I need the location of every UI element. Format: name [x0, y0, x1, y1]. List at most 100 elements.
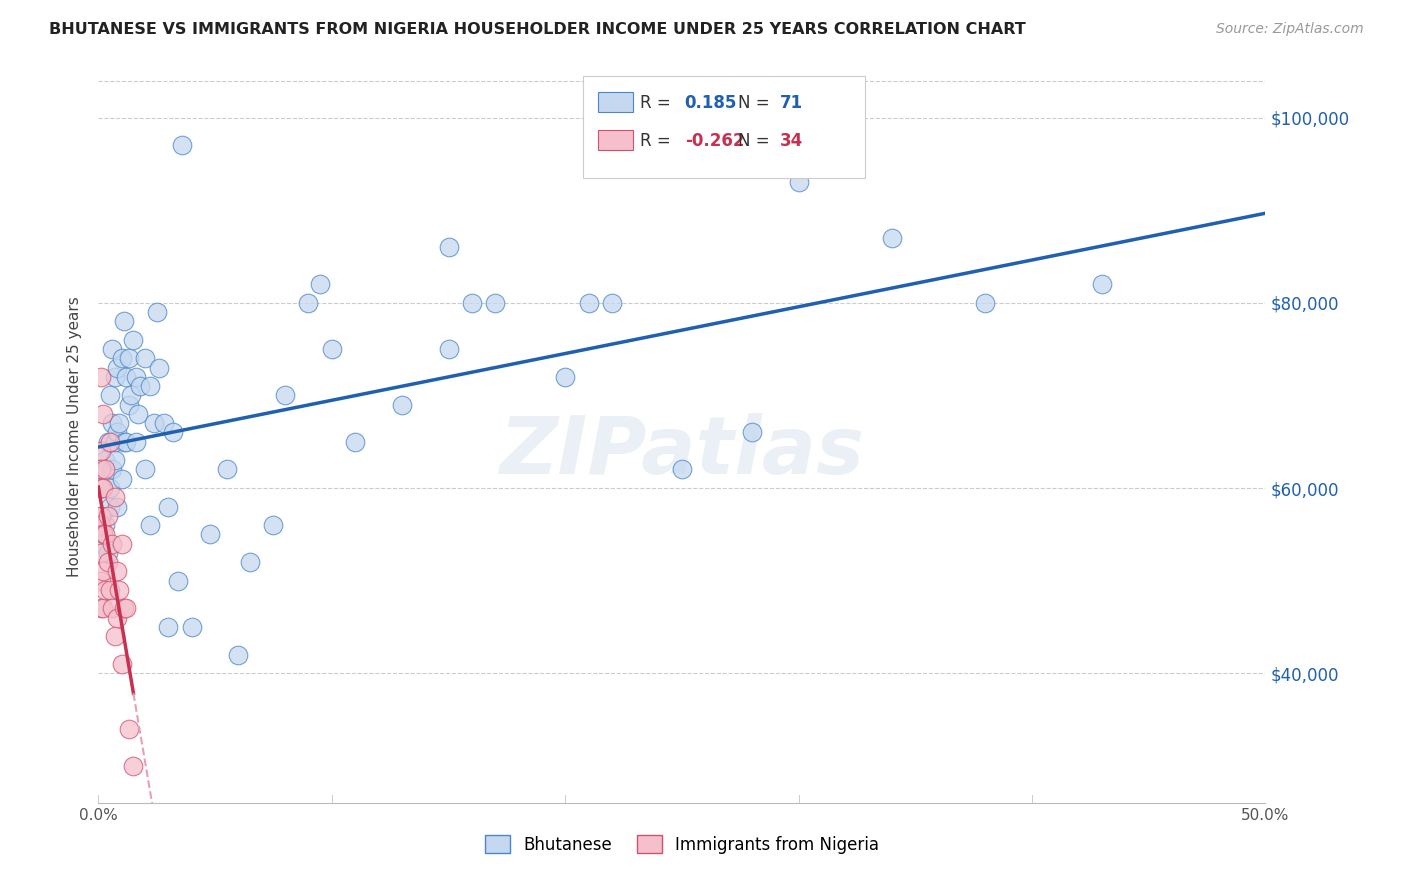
Point	[166, 574, 188, 588]
Point	[101, 601, 124, 615]
Point	[91, 481, 114, 495]
Text: 0.185: 0.185	[685, 94, 737, 112]
Point	[437, 342, 460, 356]
Point	[101, 416, 124, 430]
Point	[554, 370, 576, 384]
Point	[94, 462, 117, 476]
Point	[91, 601, 114, 615]
Point	[157, 500, 180, 514]
Point	[94, 518, 117, 533]
Point	[671, 462, 693, 476]
Point	[262, 518, 284, 533]
Point	[108, 416, 131, 430]
Point	[111, 351, 134, 366]
Point	[157, 620, 180, 634]
Point	[90, 601, 112, 615]
Text: BHUTANESE VS IMMIGRANTS FROM NIGERIA HOUSEHOLDER INCOME UNDER 25 YEARS CORRELATI: BHUTANESE VS IMMIGRANTS FROM NIGERIA HOU…	[49, 22, 1026, 37]
Point	[90, 370, 112, 384]
Point	[98, 481, 121, 495]
Point	[115, 601, 138, 615]
Point	[94, 527, 117, 541]
Point	[90, 508, 112, 523]
Point	[172, 138, 194, 153]
Legend: Bhutanese, Immigrants from Nigeria: Bhutanese, Immigrants from Nigeria	[478, 829, 886, 860]
Point	[391, 398, 413, 412]
Text: R =: R =	[640, 132, 676, 150]
Point	[309, 277, 332, 292]
Point	[127, 407, 149, 421]
Point	[90, 518, 112, 533]
Point	[105, 565, 128, 579]
Point	[437, 240, 460, 254]
Point	[90, 574, 112, 588]
Point	[105, 360, 128, 375]
Point	[112, 601, 135, 615]
Point	[122, 758, 145, 772]
Point	[98, 434, 121, 449]
Point	[90, 462, 112, 476]
Point	[215, 462, 238, 476]
Point	[129, 379, 152, 393]
Point	[104, 370, 127, 384]
Point	[344, 434, 367, 449]
Point	[880, 231, 903, 245]
Point	[974, 295, 997, 310]
Text: Source: ZipAtlas.com: Source: ZipAtlas.com	[1216, 22, 1364, 37]
Text: N =: N =	[738, 132, 775, 150]
Point	[108, 582, 131, 597]
Point	[97, 555, 120, 569]
Point	[90, 444, 112, 458]
Point	[600, 295, 623, 310]
Point	[97, 546, 120, 560]
Point	[162, 425, 184, 440]
Point	[148, 360, 170, 375]
Text: -0.262: -0.262	[685, 132, 744, 150]
Point	[741, 425, 763, 440]
Point	[297, 295, 319, 310]
Point	[146, 305, 169, 319]
Point	[115, 434, 138, 449]
Point	[122, 333, 145, 347]
Point	[180, 620, 202, 634]
Point	[112, 434, 135, 449]
Point	[134, 462, 156, 476]
Point	[115, 370, 138, 384]
Point	[94, 582, 117, 597]
Text: R =: R =	[640, 94, 676, 112]
Point	[97, 508, 120, 523]
Point	[578, 295, 600, 310]
Point	[1091, 277, 1114, 292]
Point	[104, 629, 127, 643]
Text: ZIPatlas: ZIPatlas	[499, 413, 865, 491]
Point	[101, 536, 124, 550]
Point	[461, 295, 484, 310]
Point	[787, 176, 810, 190]
Point	[239, 555, 262, 569]
Point	[104, 434, 127, 449]
Point	[91, 565, 114, 579]
Point	[90, 508, 112, 523]
Point	[104, 490, 127, 504]
Point	[94, 453, 117, 467]
Point	[91, 536, 114, 550]
Point	[91, 527, 114, 541]
Point	[120, 388, 142, 402]
Point	[111, 657, 134, 671]
Y-axis label: Householder Income Under 25 years: Householder Income Under 25 years	[67, 297, 83, 577]
Point	[274, 388, 297, 402]
Point	[125, 370, 148, 384]
Point	[104, 453, 127, 467]
Point	[111, 536, 134, 550]
Point	[98, 388, 121, 402]
Point	[125, 434, 148, 449]
Point	[111, 472, 134, 486]
Point	[90, 481, 112, 495]
Point	[118, 722, 141, 736]
Point	[139, 379, 162, 393]
Point	[484, 295, 506, 310]
Point	[200, 527, 222, 541]
Point	[152, 416, 174, 430]
Point	[321, 342, 343, 356]
Point	[90, 546, 112, 560]
Text: 34: 34	[780, 132, 804, 150]
